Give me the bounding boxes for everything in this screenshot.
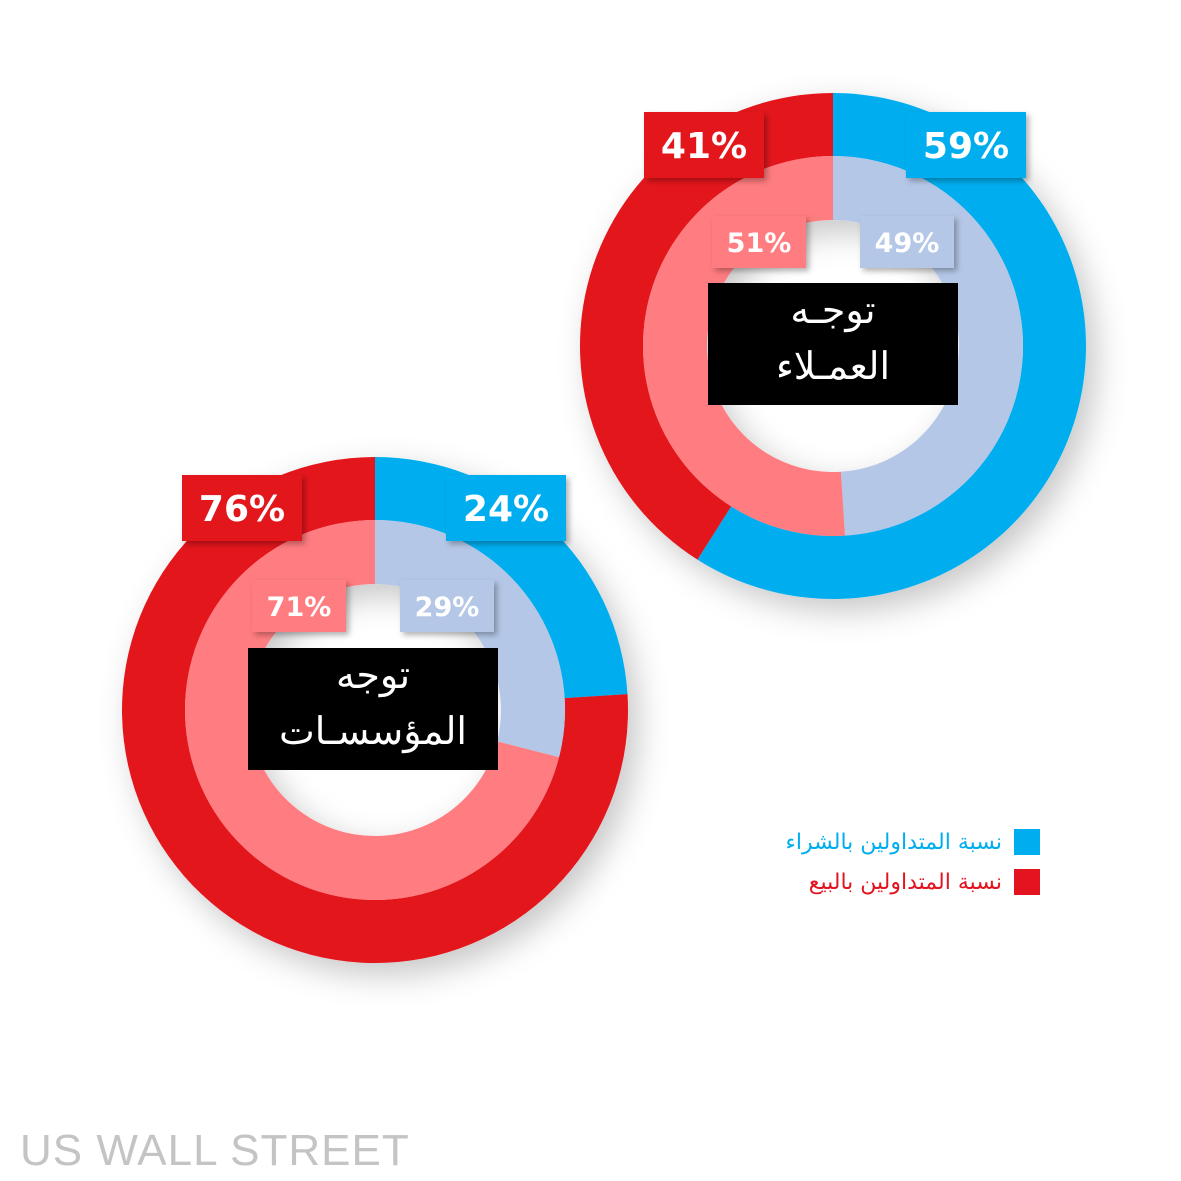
inner-slice-buy <box>833 156 1023 536</box>
inner-label-sell: 51% <box>712 216 806 268</box>
outer-slice-sell <box>579 93 833 560</box>
outer-label-sell: 41% <box>644 112 764 178</box>
center-title-box <box>248 648 498 770</box>
center-title-line: المؤسسـات <box>279 709 467 754</box>
inner-label-buy: 49% <box>860 216 954 268</box>
donut-chart-2: 24% 76% 29% 71%توجه المؤسسـات <box>121 457 629 964</box>
label-box <box>712 216 806 268</box>
legend-label-sell: نسبة المتداولين بالبيع <box>808 869 1002 895</box>
label-box <box>446 475 566 541</box>
outer-label-sell: 76% <box>182 475 302 541</box>
outer-slice-buy <box>697 93 1086 599</box>
label-box <box>860 216 954 268</box>
inner-label-sell: 71% <box>252 580 346 632</box>
legend-item-buy: نسبة المتداولين بالشراء <box>700 822 1040 862</box>
inner-value-text: 51% <box>727 228 792 259</box>
center-title-line: توجه <box>336 653 410 698</box>
inner-label-buy: 29% <box>400 580 494 632</box>
outer-value-text: 76% <box>199 489 285 530</box>
center-title-box <box>708 283 958 405</box>
label-box <box>644 112 764 178</box>
legend-swatch-buy <box>1014 829 1040 855</box>
inner-value-text: 49% <box>875 228 940 259</box>
outer-value-text: 41% <box>661 126 747 167</box>
donut-chart-1: 59% 41% 49% 51% توجـه العمـلاء <box>579 93 1086 599</box>
outer-label-buy: 24% <box>446 475 566 541</box>
center-title-line: العمـلاء <box>776 344 890 388</box>
legend-item-sell: نسبة المتداولين بالبيع <box>700 862 1040 902</box>
label-box <box>252 580 346 632</box>
outer-value-text: 24% <box>463 489 549 530</box>
outer-label-buy: 59% <box>906 112 1026 178</box>
inner-value-text: 71% <box>267 592 332 623</box>
center-title: توجـه العمـلاء <box>708 283 958 405</box>
label-box <box>182 475 302 541</box>
outer-slice-buy <box>375 457 628 699</box>
donut-rings <box>579 93 1086 599</box>
inner-value-text: 29% <box>415 592 480 623</box>
center-title: توجه المؤسسـات <box>248 648 498 770</box>
inner-slice-buy <box>375 520 565 758</box>
legend-label-buy: نسبة المتداولين بالشراء <box>785 829 1002 855</box>
outer-value-text: 59% <box>923 126 1009 167</box>
label-box <box>906 112 1026 178</box>
inner-slice-sell <box>642 156 845 536</box>
label-box <box>400 580 494 632</box>
watermark-text: US WALL STREET <box>20 1126 410 1175</box>
legend: نسبة المتداولين بالشراء نسبة المتداولين … <box>700 822 1040 902</box>
center-title-line: توجـه <box>790 288 875 333</box>
legend-swatch-sell <box>1014 869 1040 895</box>
